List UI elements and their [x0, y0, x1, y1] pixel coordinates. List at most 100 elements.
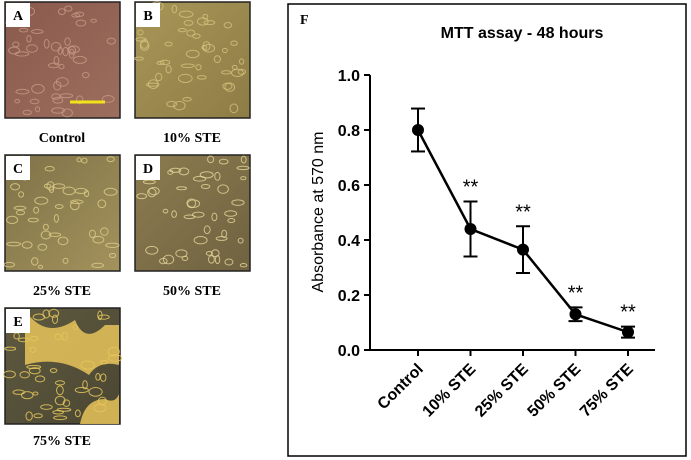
cell — [34, 196, 49, 205]
cell — [192, 33, 201, 39]
cell — [100, 373, 107, 382]
y-tick-label: 0.0 — [338, 343, 360, 360]
cell — [217, 184, 229, 194]
cell — [31, 257, 39, 266]
significance-label: ** — [568, 282, 584, 304]
cell — [108, 252, 117, 259]
cell — [199, 171, 214, 179]
cell — [57, 236, 69, 246]
cell — [62, 257, 69, 264]
significance-label: ** — [515, 201, 531, 223]
cell — [62, 186, 76, 196]
cell — [164, 41, 173, 47]
chart-frame — [287, 3, 687, 457]
cell — [238, 58, 245, 65]
cell — [81, 71, 90, 79]
cell — [177, 28, 187, 33]
cell — [147, 79, 159, 90]
cell — [101, 95, 115, 103]
cell — [61, 108, 73, 118]
cell — [211, 212, 218, 222]
cell — [178, 10, 194, 18]
cell — [147, 187, 157, 198]
cell — [105, 242, 120, 248]
panel-label-box — [6, 156, 30, 180]
panel-caption: Control — [39, 131, 86, 146]
cell — [237, 68, 247, 75]
cell — [97, 199, 107, 209]
cell — [22, 109, 32, 116]
cell — [10, 183, 21, 191]
cell — [43, 183, 52, 189]
cell — [42, 223, 49, 231]
panel-label: D — [143, 162, 153, 177]
cell — [203, 20, 216, 26]
cell — [51, 314, 59, 325]
cell — [221, 229, 228, 238]
cell — [70, 199, 84, 205]
cell — [106, 156, 115, 163]
cell — [182, 97, 192, 102]
significance-label: ** — [620, 302, 636, 324]
data-point — [464, 223, 477, 235]
cell — [33, 206, 40, 214]
cell — [3, 370, 16, 379]
cell — [29, 98, 40, 105]
cell — [53, 56, 60, 66]
cell — [240, 155, 247, 164]
cell — [12, 389, 25, 395]
cell — [213, 55, 222, 64]
cell — [224, 258, 234, 266]
cell-cluster — [25, 310, 119, 375]
cell — [15, 209, 26, 216]
cell — [208, 255, 215, 264]
cell — [224, 210, 238, 217]
cell — [202, 41, 211, 51]
cell — [35, 106, 41, 113]
cell — [218, 158, 229, 165]
cell — [74, 409, 81, 418]
cell — [52, 410, 64, 415]
cell — [229, 103, 239, 114]
cell — [76, 157, 82, 163]
cell — [40, 404, 53, 410]
cell — [173, 100, 186, 111]
cell — [237, 237, 244, 244]
data-point — [569, 308, 582, 321]
cell — [70, 201, 80, 211]
cell — [224, 82, 236, 92]
cell — [178, 167, 190, 176]
cell — [6, 241, 22, 247]
cell — [40, 230, 52, 240]
cell — [42, 309, 51, 319]
cell — [56, 407, 72, 412]
cell — [53, 415, 68, 421]
cell — [51, 107, 65, 114]
cell — [140, 39, 149, 49]
significance-label: ** — [463, 177, 479, 199]
cell — [167, 169, 174, 175]
cell — [236, 165, 250, 171]
panel-caption: 50% STE — [163, 284, 221, 299]
cell — [203, 225, 211, 235]
cell — [21, 241, 33, 249]
cell — [97, 310, 103, 321]
chart-title: MTT assay - 48 hours — [441, 25, 604, 42]
cell — [196, 17, 209, 26]
cell — [68, 46, 76, 55]
cell — [193, 236, 208, 245]
panel-label-box — [136, 156, 160, 180]
cell — [25, 411, 33, 421]
cell — [103, 187, 118, 196]
cell — [54, 204, 64, 210]
cell — [72, 55, 87, 64]
cell — [171, 4, 178, 14]
cell — [95, 373, 101, 381]
data-point — [622, 326, 634, 339]
cell — [44, 166, 55, 172]
cell — [162, 208, 169, 214]
cell — [54, 380, 66, 386]
cell — [28, 367, 41, 375]
panel-label: B — [143, 9, 152, 24]
x-tick-label: 50% STE — [525, 361, 585, 421]
